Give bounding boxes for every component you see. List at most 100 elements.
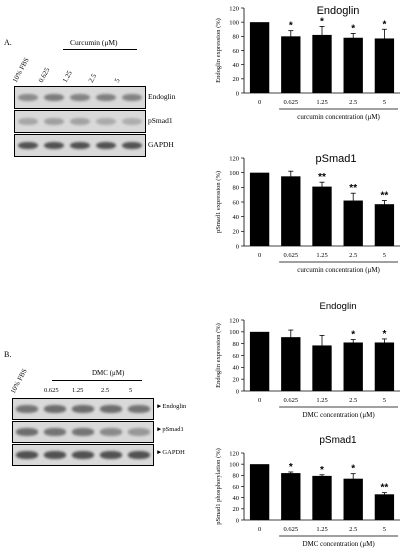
chart-title: pSmad1	[319, 435, 357, 446]
lane-label: 10% FBS	[8, 367, 29, 395]
blot-band	[44, 93, 64, 102]
y-tick-label: 120	[229, 155, 239, 162]
bar-chart-svg: pSmad1 0 20 40 60 80 100 120 pSmad1 phosphorylat…	[215, 435, 400, 548]
blot-label: Endoglin	[148, 91, 176, 101]
bar	[343, 200, 363, 246]
y-tick-label: 60	[233, 353, 240, 360]
bar	[312, 475, 332, 520]
y-tick-label: 40	[233, 62, 240, 69]
blot-band	[128, 451, 150, 459]
blot-band	[72, 451, 94, 459]
x-tick-label: 5	[383, 99, 386, 106]
y-tick-label: 100	[229, 329, 239, 336]
panel-a-treatment-header: Curcumin (μM)	[70, 38, 118, 47]
panel-b-letter: B.	[4, 350, 12, 359]
blot-band	[16, 428, 38, 436]
significance-marker: **	[318, 172, 326, 183]
y-axis-label: Endoglin expression (%)	[215, 323, 222, 388]
x-tick-label: 5	[383, 252, 386, 259]
chart-title: Endoglin	[317, 5, 360, 17]
bar	[374, 342, 395, 391]
blot-band	[96, 93, 116, 102]
blot-strip	[14, 110, 146, 133]
blot-band	[44, 117, 64, 126]
x-tick-label: 5	[383, 397, 386, 404]
chart-title: Endoglin	[320, 301, 357, 312]
y-tick-label: 120	[229, 317, 239, 324]
y-tick-label: 20	[233, 506, 240, 513]
blot-band	[122, 141, 142, 150]
significance-marker: *	[382, 19, 386, 30]
significance-marker: *	[351, 464, 355, 475]
x-axis-label: curcumin concentration (μM)	[297, 266, 380, 274]
y-tick-label: 60	[233, 48, 240, 55]
blot-band	[100, 451, 122, 459]
significance-marker: **	[381, 483, 389, 494]
y-tick-label: 60	[233, 199, 240, 206]
blot-band	[18, 141, 38, 150]
blot-band	[18, 117, 38, 126]
blot-label: ►Endoglin	[156, 403, 187, 410]
lane-label: 2.5	[101, 387, 110, 394]
blot-strip	[12, 398, 154, 420]
blot-band	[96, 117, 116, 126]
bar	[374, 38, 395, 93]
y-tick-label: 40	[233, 214, 240, 221]
blot-label: ►pSmad1	[156, 426, 184, 433]
panel-b-treatment-header: DMC (μM)	[92, 369, 125, 377]
blot-band	[122, 117, 142, 126]
bar	[249, 464, 270, 520]
blot-band	[128, 428, 150, 436]
blot-band	[96, 141, 116, 150]
blot-strip	[12, 444, 154, 466]
x-tick-label: 0.625	[283, 526, 298, 533]
significance-marker: *	[351, 330, 355, 341]
x-tick-label: 0	[258, 526, 261, 533]
blot-strip	[12, 421, 154, 443]
x-tick-label: 2.5	[349, 252, 357, 259]
x-tick-label: 2.5	[349, 397, 357, 404]
x-tick-label: 1.25	[316, 252, 327, 259]
significance-marker: *	[320, 16, 324, 27]
x-tick-label: 0	[258, 99, 261, 106]
blot-band	[100, 405, 122, 413]
panel-a-header-line	[63, 49, 137, 50]
y-tick-label: 40	[233, 365, 240, 372]
lane-label: 5	[129, 387, 133, 394]
significance-marker: *	[382, 329, 386, 340]
x-tick-label: 2.5	[349, 526, 357, 533]
y-tick-label: 0	[236, 90, 239, 97]
lane-label: 10% FBS	[10, 56, 31, 84]
y-tick-label: 80	[233, 185, 240, 192]
bar	[343, 478, 363, 520]
bar	[312, 34, 332, 93]
y-axis-label: Endoglin expression (%)	[215, 18, 222, 83]
blot-strip	[14, 134, 146, 157]
y-axis-label: pSmad1 expression (%)	[215, 171, 222, 233]
y-tick-label: 20	[233, 376, 240, 383]
x-tick-label: 5	[383, 526, 386, 533]
bar-chart-svg: Endoglin 0 20 40 60 80 100 120 Endoglin expressi…	[215, 301, 400, 419]
y-tick-label: 80	[233, 341, 240, 348]
blot-band	[70, 141, 90, 150]
lane-label: 0.625	[36, 66, 52, 84]
psmad1-dmc-chart: pSmad1 0 20 40 60 80 100 120 pSmad1 phosphorylat…	[208, 432, 407, 550]
x-axis-label: DMC concentration (μM)	[302, 540, 375, 548]
bar-chart-svg: Endoglin 0 20 40 60 80 100 120 Endoglin expressi…	[215, 5, 400, 121]
bar	[281, 36, 301, 93]
lane-label: 1.25	[72, 387, 84, 394]
y-tick-label: 100	[229, 170, 239, 177]
blot-band	[44, 405, 66, 413]
blot-band	[44, 451, 66, 459]
blot-band	[16, 451, 38, 459]
blot-band	[70, 117, 90, 126]
endoglin-curcumin-chart: Endoglin 0 20 40 60 80 100 120 Endoglin expressi…	[208, 0, 407, 132]
y-tick-label: 100	[229, 461, 239, 468]
y-tick-label: 40	[233, 495, 240, 502]
x-tick-label: 0.625	[283, 99, 298, 106]
bar	[281, 473, 301, 520]
x-tick-label: 0	[258, 397, 261, 404]
significance-marker: *	[289, 21, 293, 32]
lane-label: 0.625	[44, 387, 59, 394]
y-tick-label: 80	[233, 473, 240, 480]
